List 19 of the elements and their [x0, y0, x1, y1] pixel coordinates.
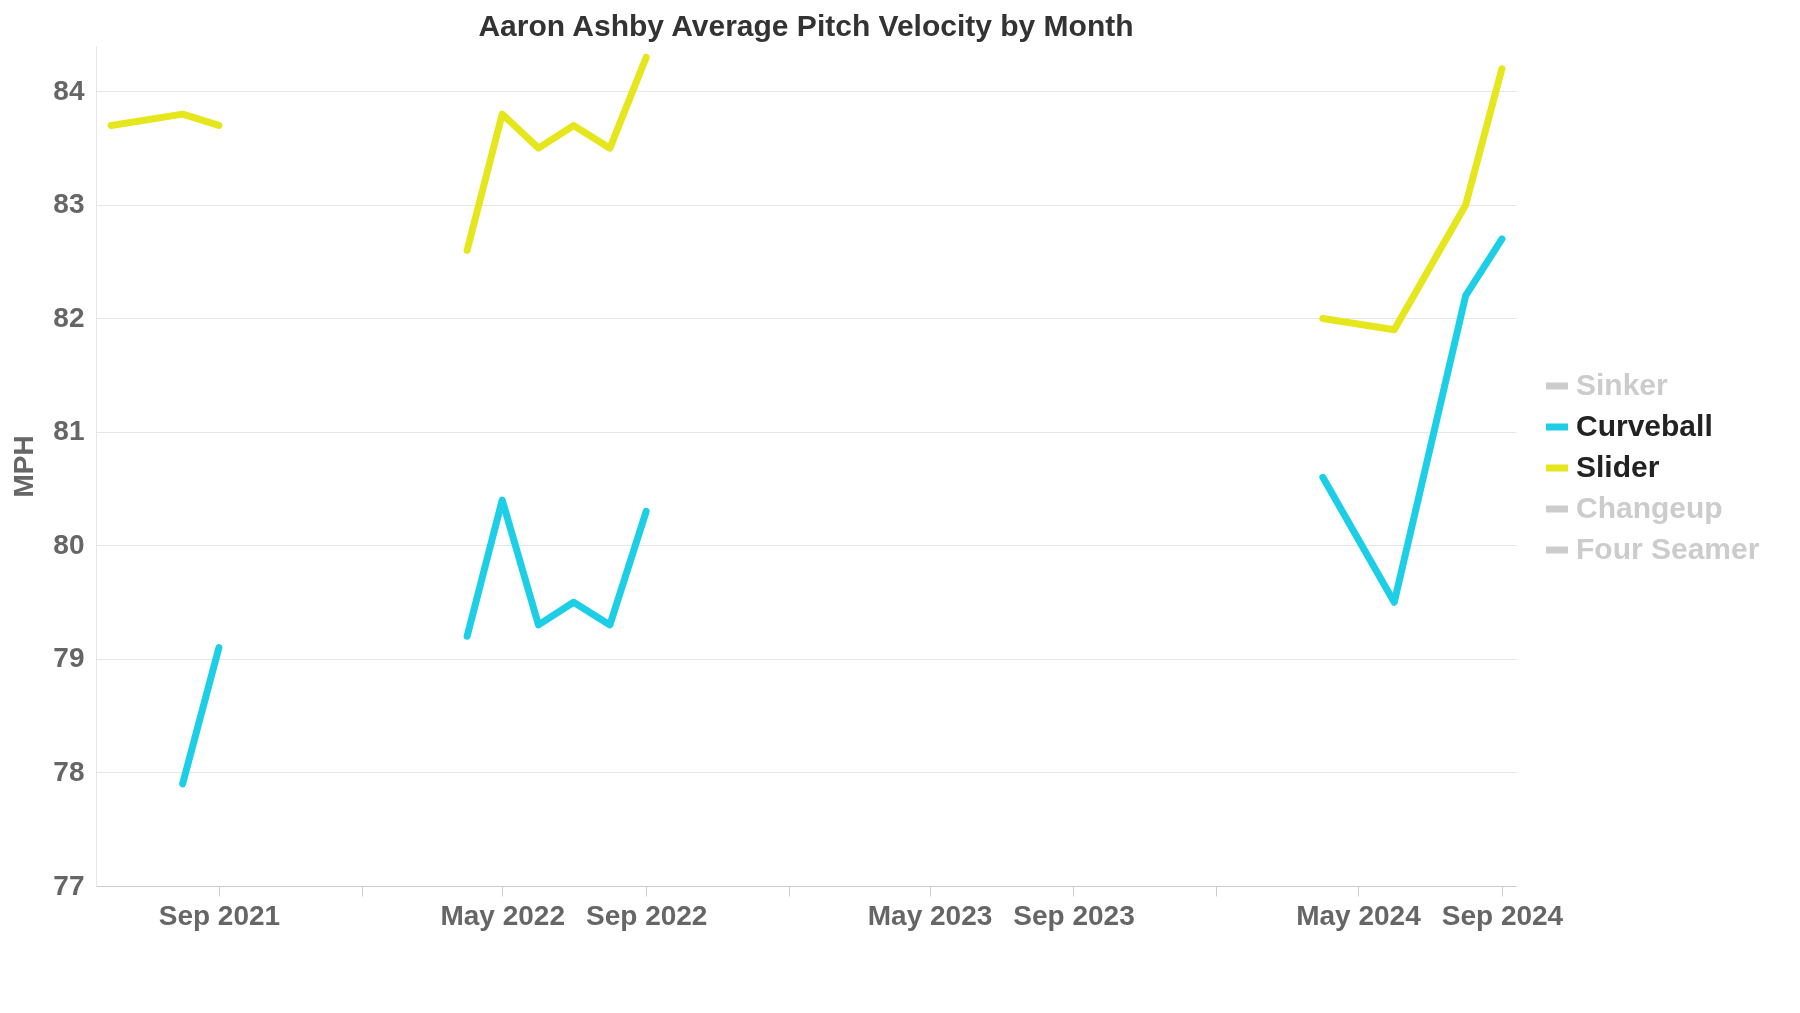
chart-title: Aaron Ashby Average Pitch Velocity by Month — [478, 9, 1134, 42]
y-tick-label: 83 — [53, 188, 85, 220]
y-tick-label: 84 — [53, 74, 85, 106]
legend-label: Slider — [1576, 450, 1660, 483]
y-tick-label: 82 — [53, 301, 85, 333]
y-axis-title: MPH — [8, 435, 40, 498]
x-tick-label: Sep 2021 — [158, 899, 281, 931]
x-tick-label: Sep 2024 — [1441, 899, 1564, 931]
x-tick-label: May 2022 — [440, 899, 565, 931]
x-tick-label: Sep 2022 — [586, 899, 708, 931]
legend-label: Curveball — [1576, 409, 1713, 442]
y-tick-label: 78 — [53, 755, 85, 787]
y-tick-label: 77 — [53, 869, 85, 901]
x-tick-label: May 2023 — [867, 899, 993, 931]
y-tick-label: 81 — [53, 415, 85, 447]
x-tick-label: Sep 2023 — [1013, 899, 1135, 931]
y-tick-label: 80 — [53, 528, 85, 560]
y-tick-label: 79 — [53, 642, 85, 674]
x-tick-label: May 2024 — [1296, 899, 1422, 931]
